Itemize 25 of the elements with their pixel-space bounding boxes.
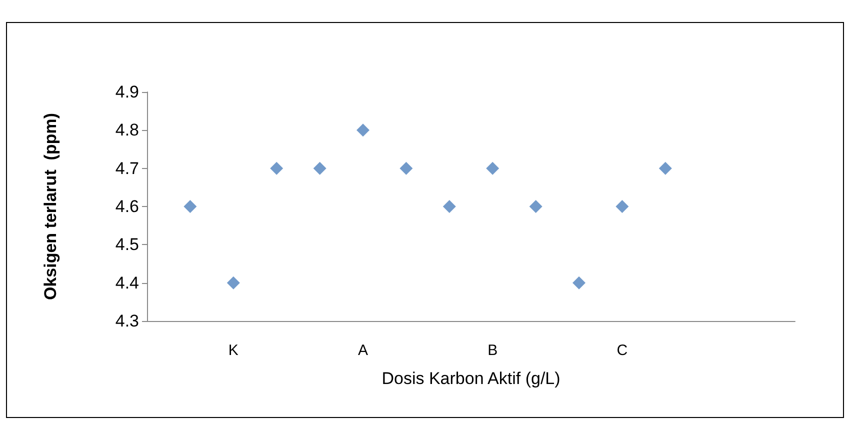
x-tick-label: C xyxy=(616,342,628,359)
point xyxy=(529,200,542,213)
point xyxy=(572,276,586,290)
y-tick-label: 4.5 xyxy=(115,235,139,254)
x-axis-title: Dosis Karbon Aktif (g/L) xyxy=(382,369,560,388)
point xyxy=(400,162,413,175)
y-tick-label: 4.4 xyxy=(115,273,139,292)
y-tick-label: 4.8 xyxy=(115,120,139,140)
point xyxy=(486,162,500,175)
y-tick-label: 4.6 xyxy=(115,197,139,216)
y-tick-label: 4.9 xyxy=(115,82,139,102)
point xyxy=(184,200,197,213)
point xyxy=(226,276,240,290)
y-tick-label: 4.7 xyxy=(115,158,139,178)
x-tick-label: B xyxy=(488,342,498,359)
point xyxy=(270,162,284,175)
point xyxy=(356,124,370,137)
point xyxy=(313,162,326,175)
y-tick-label: 4.3 xyxy=(115,312,139,330)
x-tick-label: K xyxy=(228,342,238,359)
x-tick-label: A xyxy=(358,342,368,359)
y-axis-title: Oksigen terlarut (ppm) xyxy=(41,112,60,300)
point xyxy=(616,200,629,213)
point xyxy=(442,200,456,213)
point xyxy=(658,162,672,175)
